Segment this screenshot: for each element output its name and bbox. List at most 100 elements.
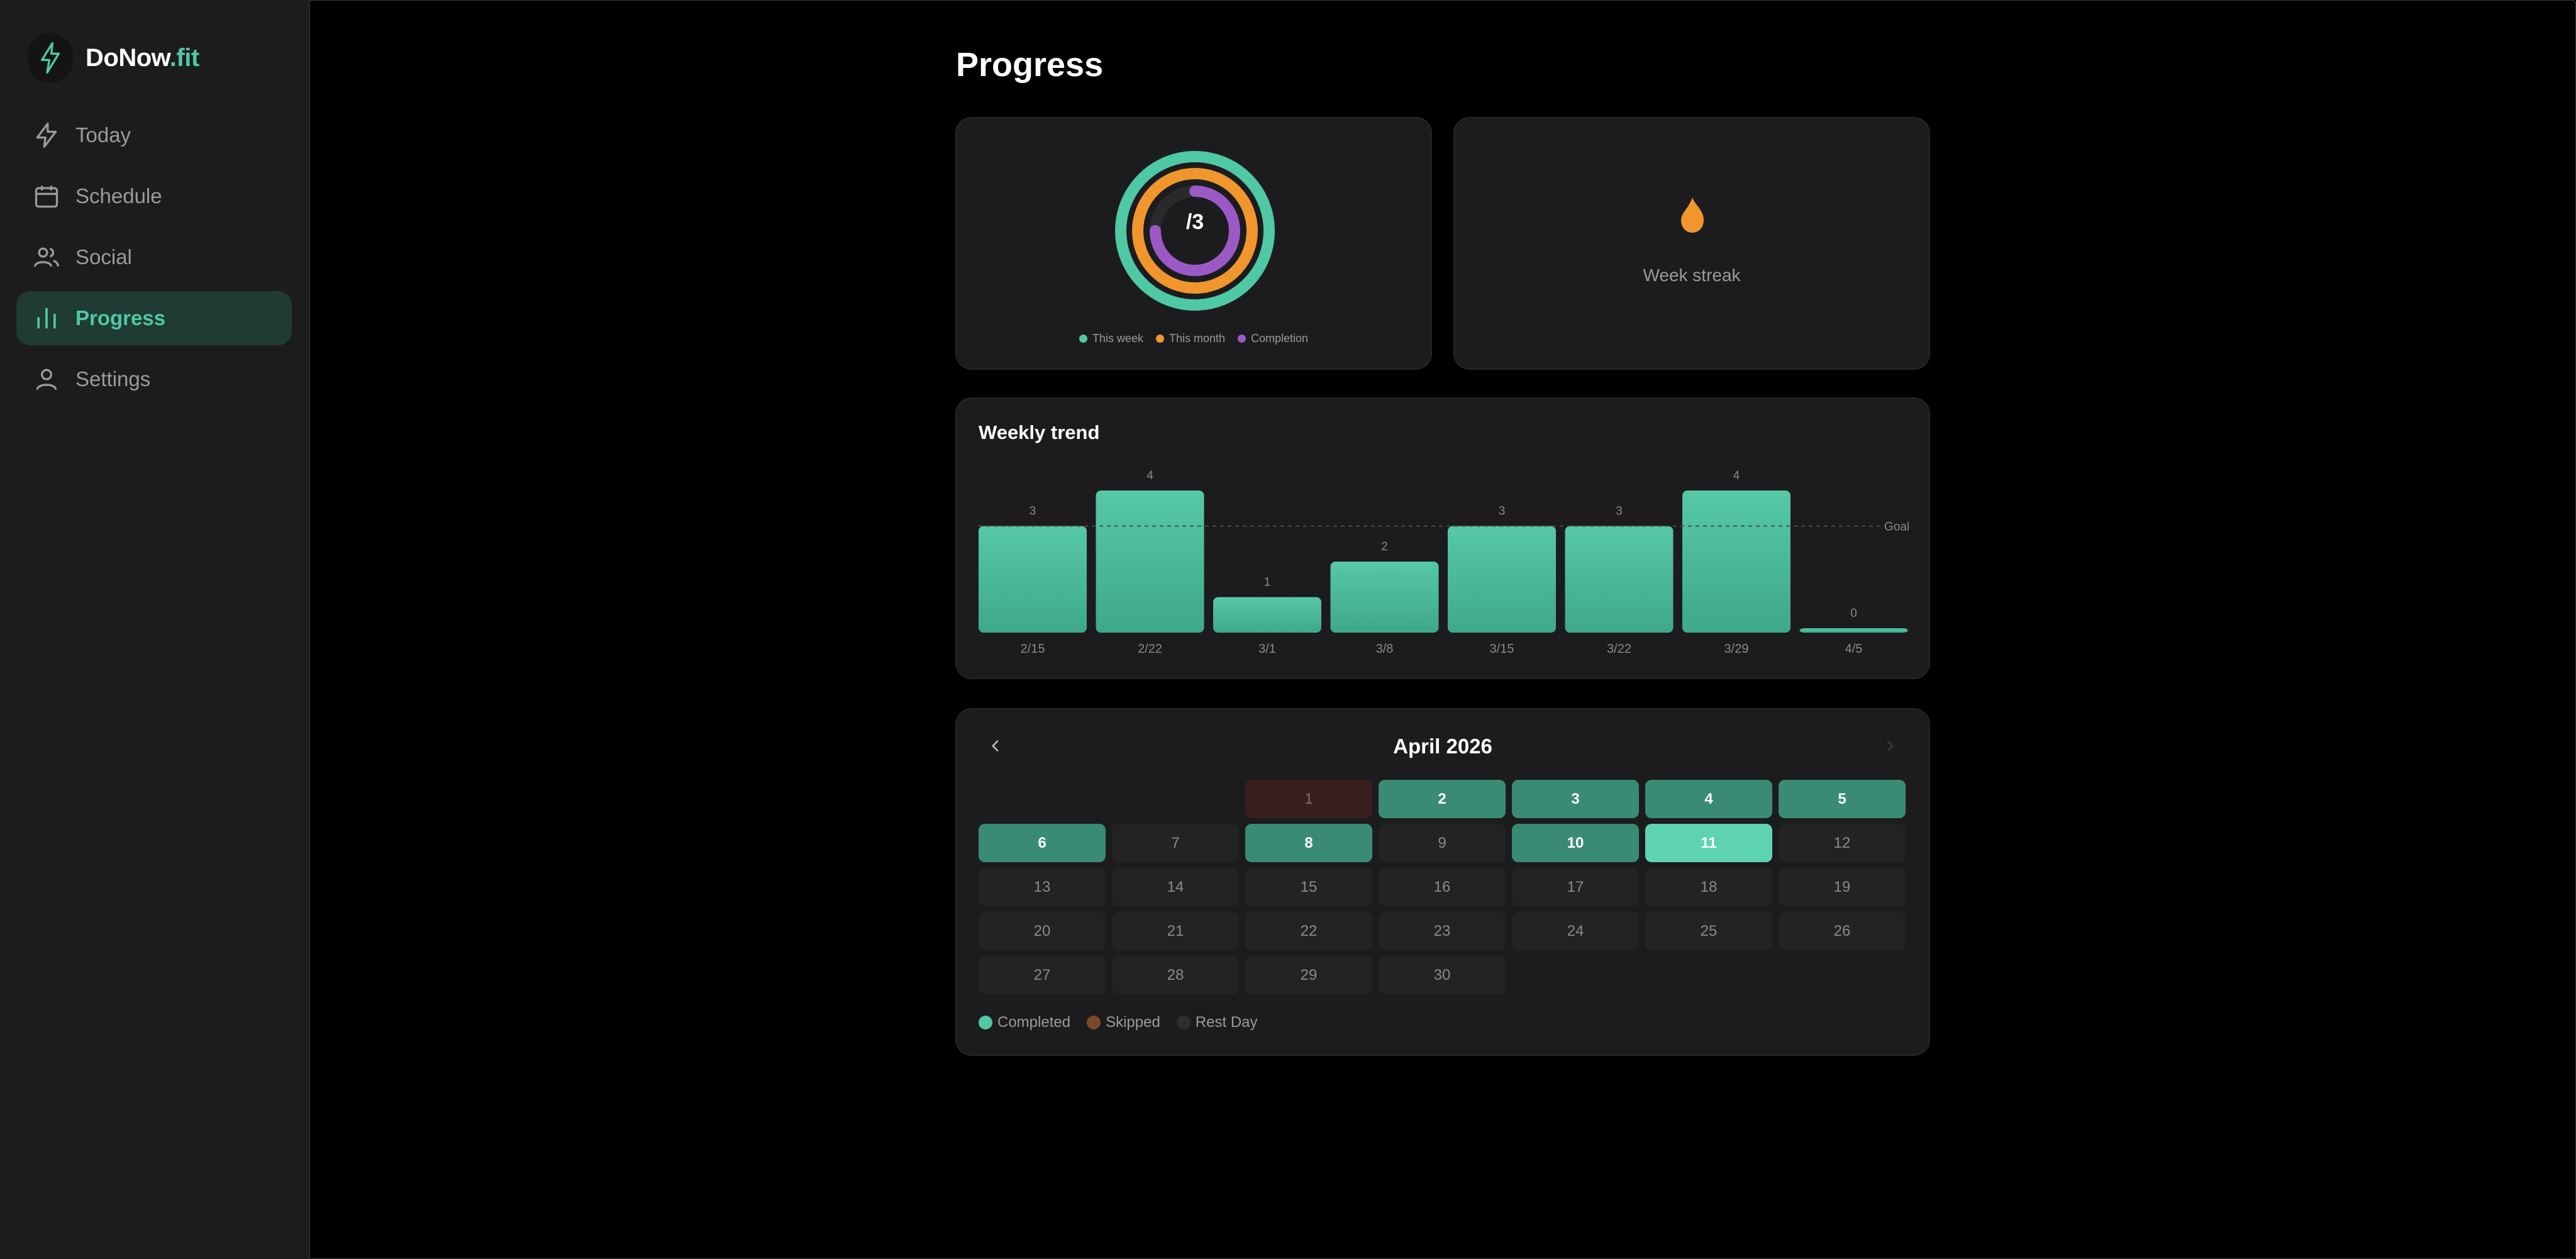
- bar-value-label: 3: [1616, 505, 1623, 518]
- calendar-day[interactable]: 17: [1512, 868, 1639, 906]
- x-tick-label: 2/15: [1021, 642, 1045, 656]
- calendar-legend: Completed Skipped Rest Day: [979, 1014, 1274, 1031]
- trend-bar: [979, 526, 1087, 633]
- legend-item: This week: [1079, 332, 1143, 345]
- x-tick-label: 3/1: [1258, 642, 1276, 656]
- logo-bolt-icon: [28, 33, 73, 83]
- calendar-day[interactable]: 2: [1379, 780, 1506, 818]
- calendar-day[interactable]: 16: [1379, 868, 1506, 906]
- calendar-day[interactable]: 28: [1112, 956, 1239, 994]
- rings-legend: This week This month Completion: [957, 332, 1431, 345]
- x-tick-label: 3/22: [1607, 642, 1631, 656]
- bolt-icon: [36, 123, 57, 148]
- ring-this-month: [1132, 168, 1258, 294]
- prev-month-button[interactable]: [983, 733, 1008, 758]
- sidebar-item-progress[interactable]: Progress: [16, 291, 292, 345]
- legend-item: Completion: [1238, 332, 1308, 345]
- calendar-empty-cell: [1112, 780, 1239, 818]
- calendar-day[interactable]: 23: [1379, 912, 1506, 950]
- calendar-day[interactable]: 3: [1512, 780, 1639, 818]
- calendar-day[interactable]: 29: [1245, 956, 1372, 994]
- bar-value-label: 3: [1030, 505, 1036, 518]
- calendar-day[interactable]: 18: [1645, 868, 1772, 906]
- calendar-day[interactable]: 9: [1379, 824, 1506, 862]
- x-tick-label: 3/8: [1376, 642, 1394, 656]
- ring-center-value: /3: [1185, 210, 1204, 234]
- calendar-day[interactable]: 8: [1245, 824, 1372, 862]
- trend-bar: [1565, 526, 1674, 633]
- calendar-day[interactable]: 19: [1779, 868, 1906, 906]
- page-title: Progress: [956, 46, 1104, 84]
- brand-name: DoNow.fit: [86, 43, 199, 72]
- bar-value-label: 4: [1733, 469, 1740, 482]
- sidebar-item-settings[interactable]: Settings: [16, 352, 292, 406]
- calendar-day[interactable]: 20: [979, 912, 1106, 950]
- calendar-month-label: April 2026: [1393, 735, 1492, 758]
- flame-icon: [1681, 197, 1704, 233]
- user-icon: [36, 369, 57, 391]
- trend-bar: [1330, 562, 1439, 633]
- bar-value-label: 0: [1850, 607, 1857, 620]
- calendar-day[interactable]: 21: [1112, 912, 1239, 950]
- calendar-day[interactable]: 30: [1379, 956, 1506, 994]
- users-icon: [34, 247, 59, 267]
- sidebar-item-schedule[interactable]: Schedule: [16, 169, 292, 223]
- legend-item-skipped: Skipped: [1087, 1014, 1160, 1031]
- chevron-right-icon: [1887, 740, 1894, 752]
- calendar-day[interactable]: 15: [1245, 868, 1372, 906]
- x-tick-label: 3/15: [1490, 642, 1514, 656]
- sidebar-item-label: Progress: [75, 306, 166, 330]
- sidebar-item-label: Schedule: [75, 184, 162, 208]
- activity-rings-card: /3 This week This month Completion: [955, 117, 1432, 370]
- legend-item: This month: [1155, 332, 1225, 345]
- calendar-day[interactable]: 13: [979, 868, 1106, 906]
- legend-dot: [1238, 335, 1246, 343]
- calendar-day[interactable]: 26: [1779, 912, 1906, 950]
- legend-item-rest-day: Rest Day: [1176, 1014, 1258, 1031]
- week-streak-card: Week streak: [1453, 117, 1930, 370]
- ring-this-week: [1115, 151, 1275, 311]
- trend-bar: [1799, 628, 1908, 633]
- goal-label: Goal: [1884, 521, 1909, 534]
- week-streak-label: Week streak: [1643, 265, 1741, 285]
- calendar-icon: [35, 186, 58, 208]
- x-tick-label: 4/5: [1845, 642, 1863, 656]
- calendar-day[interactable]: 27: [979, 956, 1106, 994]
- trend-bar: [1213, 597, 1321, 633]
- calendar-day[interactable]: 11: [1645, 824, 1772, 862]
- sidebar-item-today[interactable]: Today: [16, 108, 292, 162]
- calendar-day[interactable]: 22: [1245, 912, 1372, 950]
- calendar-card: April 2026 1 2 3 4 5 6 7 8 9 10 11 12 13 14 15 16 17 18 19…: [955, 708, 1930, 1056]
- calendar-day[interactable]: 7: [1112, 824, 1239, 862]
- bar-value-label: 2: [1381, 540, 1388, 553]
- weekly-trend-title: Weekly trend: [979, 421, 1100, 443]
- next-month-button[interactable]: [1877, 733, 1902, 758]
- bar-chart-icon: [37, 308, 56, 329]
- sidebar-item-social[interactable]: Social: [16, 230, 292, 284]
- calendar-day[interactable]: 10: [1512, 824, 1639, 862]
- brand[interactable]: DoNow.fit: [28, 33, 199, 83]
- calendar-grid: 1 2 3 4 5 6 7 8 9 10 11 12 13 14 15 16 17 18 19 20 21 22 23 24 2…: [979, 780, 1906, 994]
- bar-value-label: 3: [1499, 505, 1506, 518]
- calendar-day[interactable]: 24: [1512, 912, 1639, 950]
- calendar-day[interactable]: 25: [1645, 912, 1772, 950]
- calendar-day[interactable]: 5: [1779, 780, 1906, 818]
- activity-rings: [1115, 151, 1275, 311]
- legend-dot: [1079, 335, 1087, 343]
- calendar-day[interactable]: 1: [1245, 780, 1372, 818]
- ring-completion: [1150, 186, 1240, 276]
- calendar-day[interactable]: 14: [1112, 868, 1239, 906]
- sidebar: DoNow.fit Today Schedule Social Progress…: [0, 0, 310, 1259]
- trend-bar: [1096, 491, 1204, 633]
- legend-dot: [1087, 1016, 1101, 1029]
- weekly-trend-card: Weekly trend 3 2/15 4 2/22 1 3/1 2 3/8 3 3/15 3 3/2…: [955, 397, 1930, 679]
- sidebar-item-label: Social: [75, 245, 132, 269]
- legend-dot: [979, 1016, 992, 1029]
- legend-item-completed: Completed: [979, 1014, 1070, 1031]
- trend-bar: [1682, 491, 1790, 633]
- calendar-day[interactable]: 4: [1645, 780, 1772, 818]
- calendar-day[interactable]: 6: [979, 824, 1106, 862]
- calendar-day[interactable]: 12: [1779, 824, 1906, 862]
- sidebar-nav: Today Schedule Social Progress Settings: [16, 108, 292, 413]
- weekly-trend-chart: 3 2/15 4 2/22 1 3/1 2 3/8 3 3/15 3 3/22 4 3/29 0 4/5 Goa…: [979, 469, 1909, 656]
